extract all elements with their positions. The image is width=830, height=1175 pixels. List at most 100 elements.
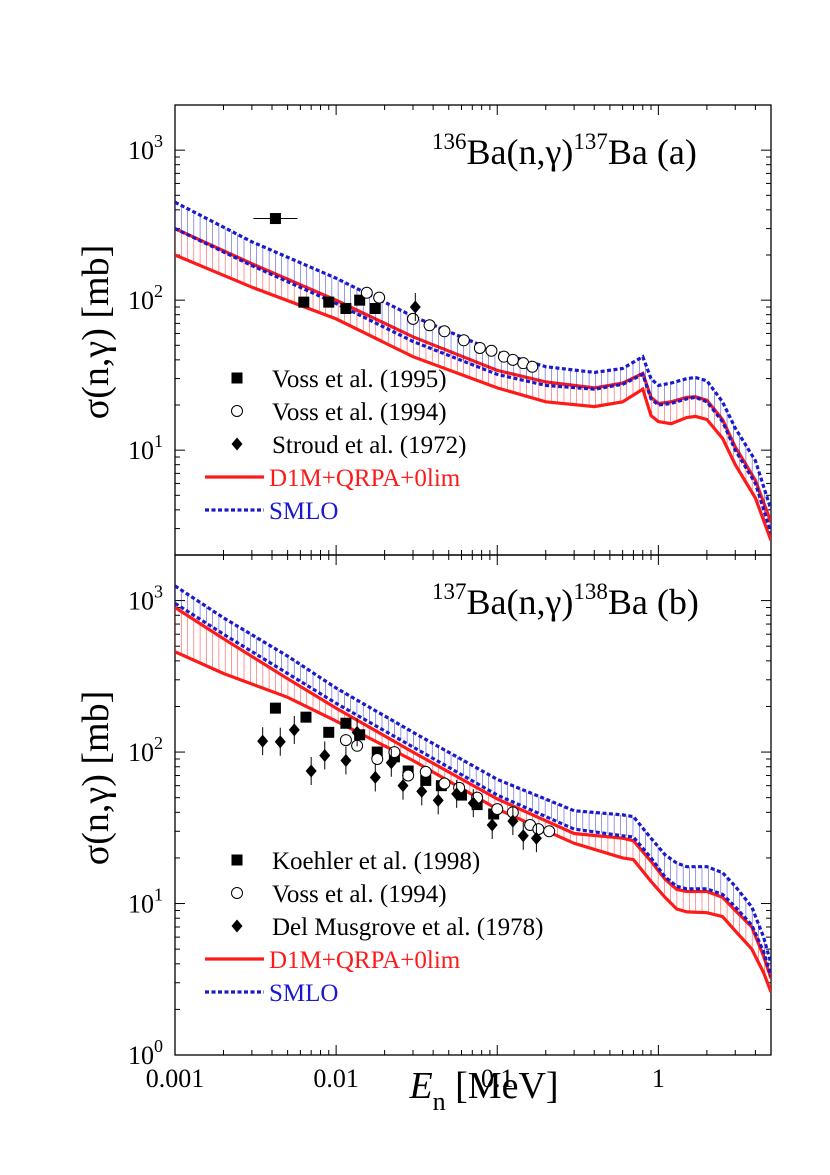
chart-0-point <box>360 286 373 299</box>
chart-1-point <box>351 725 363 739</box>
chart-0-curve-blue-upper <box>175 200 771 511</box>
chart-0-y-tick-label-2: 103 <box>128 131 163 165</box>
chart-0-point <box>526 360 539 373</box>
chart-0-point <box>323 296 335 308</box>
chart-1-band-blue <box>175 584 771 977</box>
chart-1-curve-blue-upper <box>175 584 771 965</box>
chart-1-band-red <box>175 606 771 993</box>
chart-1-point <box>388 746 401 759</box>
chart-1-point <box>269 702 281 714</box>
chart-1-curve-blue-lower <box>175 601 771 977</box>
chart-1-point <box>530 831 542 845</box>
chart-0-legend-marker-2 <box>231 437 243 451</box>
chart-1-point <box>340 753 352 767</box>
chart-0-point <box>354 294 366 306</box>
chart-1-point <box>491 803 504 816</box>
chart-1-y-tick-label-1: 101 <box>128 885 163 919</box>
chart-1-point <box>340 717 352 729</box>
chart-1-x-tick-label-3: 1 <box>652 1064 665 1093</box>
chart-1-ticks <box>174 554 772 1056</box>
chart-0-curve-blue-lower <box>175 227 771 534</box>
chart-1-legend-label-0: Koehler et al. (1998) <box>272 848 480 875</box>
chart-0-point <box>373 291 386 304</box>
chart-1-point <box>532 823 545 836</box>
chart-1-x-tick-label-1: 0.01 <box>313 1064 359 1093</box>
y-axis-label-top: σ(n,γ) [mb] <box>75 245 117 419</box>
chart-0-point <box>409 300 421 314</box>
chart-1-point <box>416 784 428 798</box>
chart-1-legend-label-2: Del Musgrove et al. (1978) <box>272 914 543 941</box>
chart-1-point <box>420 774 432 786</box>
chart-1-legend-marker-2 <box>231 919 243 933</box>
chart-1-point <box>305 764 317 778</box>
chart-0-points-0 <box>253 213 381 314</box>
chart-1-legend-label-3: D1M+QRPA+0lim <box>269 947 461 974</box>
chart-0-band-blue <box>175 200 771 534</box>
chart-0-y-tick-label-1: 102 <box>128 281 163 315</box>
chart-0-point <box>407 312 420 325</box>
chart-0-y-tick-label-0: 101 <box>128 431 163 465</box>
chart-1-point <box>402 769 415 782</box>
panel-a: 101 102 103 136Ba(n,γ)137Ba (a) Voss et al. … <box>128 104 772 556</box>
chart-0-points-2 <box>409 293 421 322</box>
chart-1-legend-label-1: Voss et al. (1994) <box>272 881 447 908</box>
chart-1-legend-marker-1 <box>231 887 243 899</box>
chart-1-point <box>419 765 432 778</box>
chart-0-frame <box>174 104 772 556</box>
chart-0-point <box>269 213 281 225</box>
chart-1-point <box>274 735 286 749</box>
chart-1-point <box>371 746 383 758</box>
chart-1-point <box>397 779 409 793</box>
chart-1-point <box>369 770 381 784</box>
chart-1-point <box>517 829 529 843</box>
chart-0-point <box>473 341 486 354</box>
chart-0-band-red <box>175 227 771 542</box>
chart-0-point <box>298 296 310 308</box>
chart-1-y-tick-label-2: 102 <box>128 733 163 767</box>
chart-0-legend-label-4: SMLO <box>269 498 338 525</box>
chart-1-legend-marker-0 <box>231 854 243 866</box>
chart-1-frame <box>174 554 772 1056</box>
chart-0-legend-label-2: Stroud et al. (1972) <box>272 432 466 459</box>
chart-0-legend-marker-1 <box>231 405 243 417</box>
chart-1-curve-red-lower <box>175 650 771 993</box>
chart-1-point <box>507 814 519 828</box>
chart-0-title: 136Ba(n,γ)137Ba (a) <box>432 129 697 172</box>
chart-1-curve-red-upper <box>175 606 771 980</box>
chart-1-title: 137Ba(n,γ)138Ba (b) <box>432 579 699 622</box>
chart-0-legend-label-1: Voss et al. (1994) <box>272 399 447 426</box>
chart-1-x-tick-label-0: 0.001 <box>146 1064 205 1093</box>
chart-0-point <box>457 334 470 347</box>
chart-1-point <box>456 789 468 801</box>
chart-1-y-tick-label-3: 103 <box>128 582 163 616</box>
chart-0-legend-marker-0 <box>231 372 243 384</box>
chart-0-point <box>438 325 451 338</box>
chart-1-point <box>319 748 331 762</box>
chart-1-point <box>339 734 352 747</box>
chart-0-point <box>369 302 381 314</box>
chart-0-legend: Voss et al. (1995) Voss et al. (1994) Stro… <box>205 366 466 525</box>
chart-1-x-tick-label-2: 0.1 <box>481 1064 514 1093</box>
chart-1-point <box>467 796 479 810</box>
x-axis-label-sub: n <box>433 1087 446 1116</box>
chart-1-plot-area <box>175 584 771 993</box>
chart-1-point <box>385 756 397 770</box>
chart-0-point <box>485 344 498 357</box>
chart-1-point <box>300 711 312 723</box>
chart-0-ticks <box>174 104 772 556</box>
chart-1-legend-label-4: SMLO <box>269 980 338 1007</box>
chart-1-point <box>486 818 498 832</box>
chart-0-legend-label-0: Voss et al. (1995) <box>272 366 447 393</box>
x-axis-label-main: E <box>408 1065 432 1107</box>
chart-1-point <box>432 793 444 807</box>
y-axis-label-bottom: σ(n,γ) [mb] <box>75 691 117 865</box>
chart-1-point <box>257 734 269 748</box>
chart-0-legend-label-3: D1M+QRPA+0lim <box>269 465 461 492</box>
chart-1-point <box>438 777 451 790</box>
chart-1-point <box>543 825 556 838</box>
chart-1-points-2 <box>257 715 542 853</box>
chart-0-point <box>506 353 519 366</box>
chart-1-legend: Koehler et al. (1998) Voss et al. (1994) D… <box>205 848 543 1007</box>
